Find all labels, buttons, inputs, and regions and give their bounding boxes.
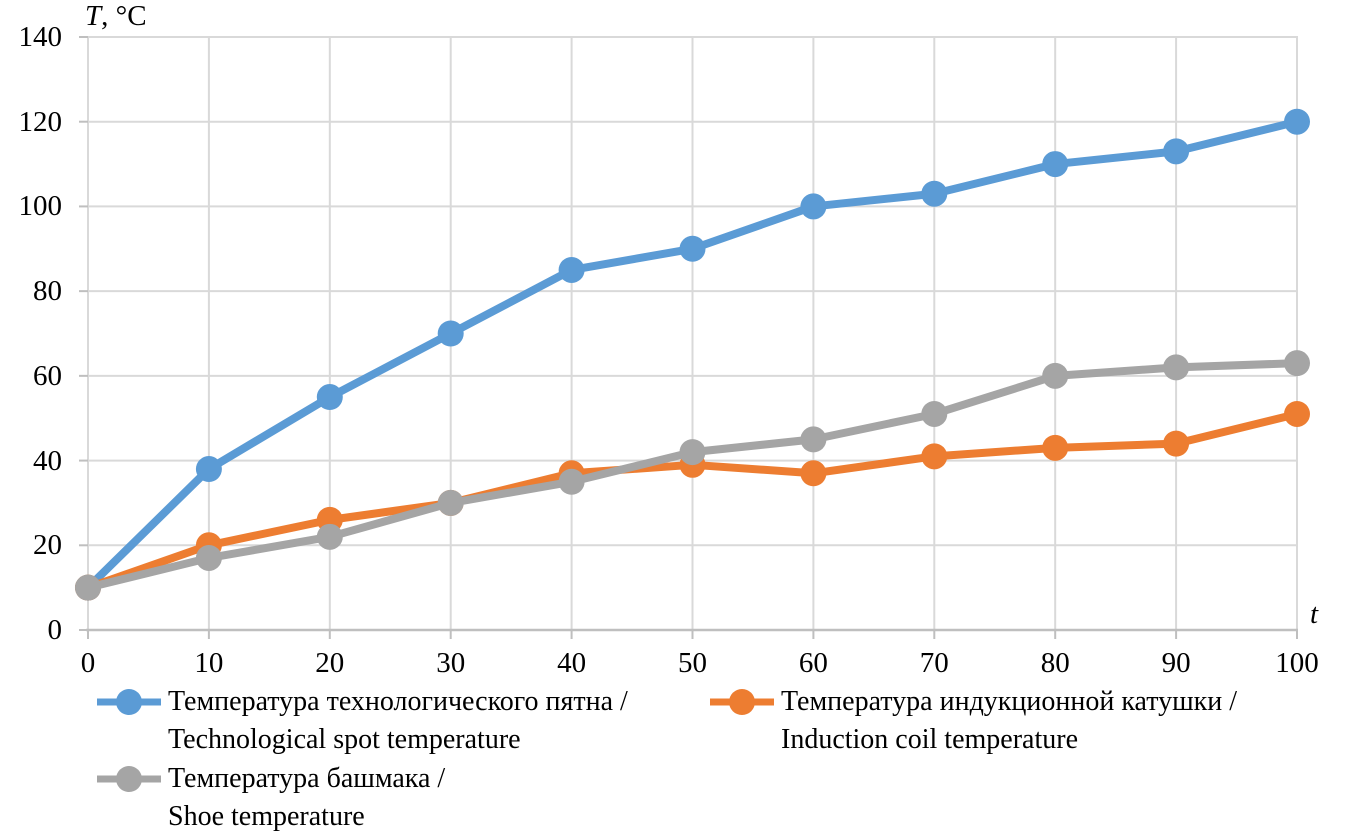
- data-point: [1163, 138, 1190, 165]
- data-point: [800, 426, 827, 453]
- data-point: [1284, 108, 1310, 135]
- y-tick-label: 80: [33, 275, 62, 308]
- y-axis-title: T, °C: [85, 0, 147, 33]
- legend-label-line: Induction coil temperature: [781, 724, 1078, 755]
- data-point: [437, 489, 464, 516]
- x-tick-label: 10: [194, 647, 224, 679]
- legend-label-line: Температура индукционной катушки /: [781, 686, 1238, 717]
- data-point: [1042, 151, 1069, 178]
- x-tick-label: 70: [919, 647, 949, 679]
- data-point: [921, 443, 948, 470]
- x-tick-label: 30: [436, 647, 466, 679]
- x-tick-label: 20: [315, 647, 345, 679]
- legend-label-line: Technological spot temperature: [168, 724, 521, 755]
- data-point: [1163, 430, 1190, 457]
- data-point: [316, 523, 343, 550]
- legend-label-line: Температура технологического пятна /: [168, 686, 628, 717]
- y-tick-label: 0: [47, 614, 63, 646]
- data-point: [679, 235, 706, 262]
- legend-label: Температура башмака / Shoe temperature: [168, 760, 445, 833]
- x-axis-title: t: [1310, 598, 1319, 630]
- legend-label: Температура технологического пятна / Tech…: [168, 683, 628, 759]
- data-point: [75, 574, 101, 601]
- y-tick-label: 40: [33, 444, 62, 477]
- data-point: [1284, 350, 1310, 377]
- y-tick-label: 100: [18, 190, 63, 223]
- legend-line-marker-icon: [710, 689, 774, 715]
- data-point: [558, 468, 585, 495]
- legend-item-0: Температура технологического пятна / Tech…: [97, 683, 628, 759]
- legend-label-line: Температура башмака /: [168, 763, 446, 794]
- data-point: [1042, 362, 1069, 389]
- legend-item-1: Температура индукционной катушки / Induct…: [710, 683, 1237, 759]
- data-point: [679, 439, 706, 466]
- legend-label-line: Shoe temperature: [168, 801, 365, 832]
- x-tick-label: 50: [678, 647, 707, 679]
- legend-label: Температура индукционной катушки / Induct…: [781, 683, 1237, 759]
- data-point: [195, 456, 222, 483]
- x-tick-label: 60: [798, 647, 828, 679]
- x-tick-label: 90: [1161, 647, 1191, 679]
- data-point: [1042, 434, 1069, 461]
- data-point: [195, 544, 222, 571]
- data-point: [316, 384, 343, 411]
- y-axis-symbol: T: [85, 0, 102, 32]
- x-tick-label: 100: [1275, 647, 1319, 679]
- legend-line-marker-icon: [97, 689, 161, 715]
- legend-item-2: Температура башмака / Shoe temperature: [97, 760, 445, 833]
- legend-line-marker-icon: [97, 766, 161, 792]
- x-tick-label: 80: [1040, 647, 1070, 679]
- data-point: [558, 256, 585, 283]
- y-tick-label: 20: [33, 529, 62, 562]
- data-point: [921, 180, 948, 207]
- x-tick-label: 40: [557, 647, 587, 679]
- data-point: [1163, 354, 1190, 381]
- y-tick-label: 120: [18, 105, 63, 138]
- data-point: [800, 193, 827, 220]
- data-point: [1284, 400, 1310, 427]
- data-point: [921, 400, 948, 427]
- x-tick-label: 0: [80, 647, 96, 679]
- y-axis-unit: , °C: [101, 0, 147, 32]
- data-point: [437, 320, 464, 347]
- data-point: [800, 460, 827, 487]
- y-tick-label: 60: [33, 359, 62, 392]
- y-tick-label: 140: [18, 21, 63, 53]
